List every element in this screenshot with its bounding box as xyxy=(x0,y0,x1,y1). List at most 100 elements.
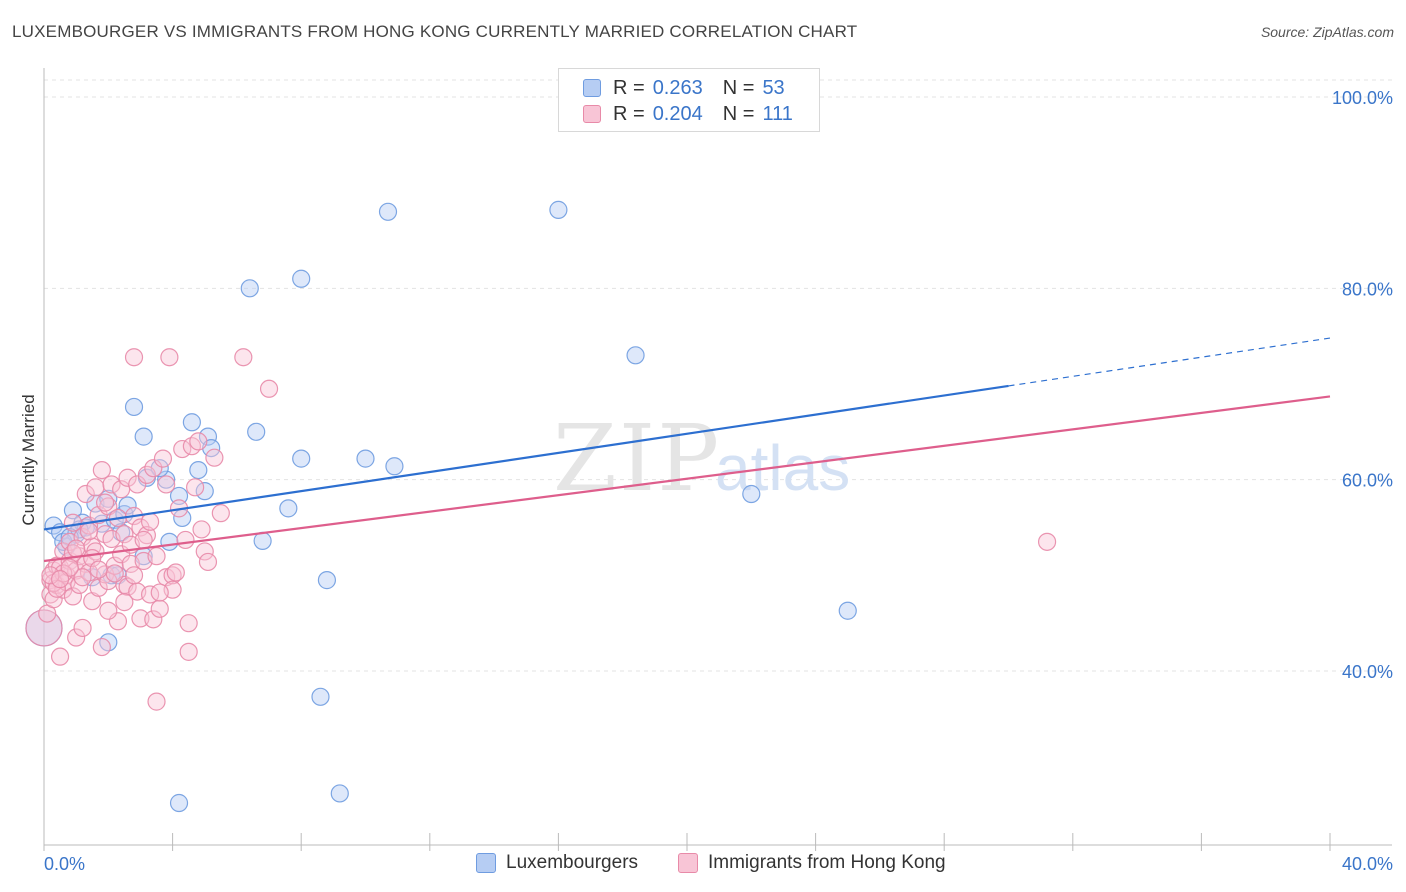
stats-legend-row-luxembourgers: R = 0.263 N = 53 xyxy=(583,76,785,100)
data-point xyxy=(160,348,179,367)
data-point xyxy=(838,601,857,620)
data-point xyxy=(385,457,404,476)
data-point xyxy=(144,459,163,478)
data-point xyxy=(169,486,189,506)
data-point xyxy=(50,647,70,666)
data-point xyxy=(86,478,105,497)
data-point xyxy=(25,609,63,647)
data-point xyxy=(198,427,218,446)
data-point xyxy=(186,478,205,497)
data-point xyxy=(160,532,179,551)
data-point xyxy=(166,563,185,582)
data-point xyxy=(44,590,63,609)
data-point xyxy=(63,513,83,532)
data-point xyxy=(147,547,166,566)
data-point xyxy=(150,583,169,602)
tick-labels: 40.0% 60.0% 80.0% 100.0% 0.0% 40.0% Currently … xyxy=(19,88,1393,874)
data-point xyxy=(150,599,169,618)
data-point xyxy=(182,413,201,432)
data-point xyxy=(118,496,137,515)
data-point xyxy=(115,593,134,612)
data-point xyxy=(189,461,208,480)
trend-line-luxembourgers xyxy=(43,384,1009,531)
r-label: R = xyxy=(613,102,645,125)
stats-legend: R = 0.263 N = 53 R = 0.204 N = 111 xyxy=(558,68,820,132)
y-tick-label: 40.0% xyxy=(1342,662,1393,682)
data-point xyxy=(44,516,63,535)
data-point xyxy=(179,614,198,633)
x-tick-label: 40.0% xyxy=(1342,854,1393,874)
y-tick-label: 100.0% xyxy=(1332,88,1393,108)
legend-item-hong-kong[interactable]: Immigrants from Hong Kong xyxy=(678,852,946,874)
data-point xyxy=(205,448,224,467)
data-point xyxy=(118,468,137,487)
data-point xyxy=(279,499,298,518)
data-point xyxy=(195,542,214,561)
grid-lines xyxy=(44,79,1392,672)
legend-swatch-blue xyxy=(583,79,601,97)
data-point xyxy=(92,637,111,657)
trend-lines xyxy=(43,337,1331,563)
data-point xyxy=(67,628,86,647)
n-value: 111 xyxy=(762,102,793,125)
data-point xyxy=(99,601,118,620)
data-point xyxy=(234,348,253,367)
watermark-zip: ZIP xyxy=(553,405,721,512)
y-axis-label: Currently Married xyxy=(19,394,38,525)
data-point xyxy=(317,571,337,590)
legend-swatch-pink xyxy=(583,105,601,123)
trend-line-hong-kong xyxy=(43,395,1331,563)
data-point xyxy=(192,520,211,539)
data-point xyxy=(102,475,121,494)
data-point xyxy=(211,504,230,523)
data-point xyxy=(292,269,311,288)
data-point xyxy=(742,484,761,504)
n-value: 53 xyxy=(762,76,785,99)
data-point xyxy=(73,618,92,638)
x-tick-label: 0.0% xyxy=(44,854,85,874)
data-point xyxy=(140,512,160,531)
axes xyxy=(43,68,1392,851)
data-point xyxy=(198,552,218,572)
data-point xyxy=(50,570,70,589)
data-point xyxy=(253,531,272,550)
data-point xyxy=(176,530,195,550)
watermark-atlas: atlas xyxy=(715,432,850,504)
series-luxembourgers xyxy=(25,200,857,813)
data-point xyxy=(134,530,153,550)
data-point xyxy=(95,493,115,512)
data-point xyxy=(124,397,144,417)
data-point xyxy=(157,470,176,489)
data-point xyxy=(73,568,92,587)
data-point xyxy=(92,461,111,480)
data-point xyxy=(549,200,568,219)
data-point xyxy=(63,587,83,606)
data-point xyxy=(131,609,150,628)
data-point xyxy=(163,566,182,585)
data-point xyxy=(189,432,208,451)
data-point xyxy=(330,784,349,803)
chart-title: LUXEMBOURGER VS IMMIGRANTS FROM HONG KON… xyxy=(12,22,858,41)
y-tick-label: 80.0% xyxy=(1342,279,1393,299)
legend-item-luxembourgers[interactable]: Luxembourgers xyxy=(476,852,638,874)
data-point xyxy=(157,475,176,494)
data-point xyxy=(63,501,83,520)
series-hong-kong xyxy=(25,348,1057,711)
data-point xyxy=(76,484,95,504)
source-label: Source: ZipAtlas.com xyxy=(1260,24,1394,40)
r-value: 0.204 xyxy=(652,102,703,125)
data-point xyxy=(115,525,134,544)
data-point xyxy=(67,539,86,558)
data-point xyxy=(137,465,156,484)
legend-label: Immigrants from Hong Kong xyxy=(708,852,946,873)
n-label: N = xyxy=(722,76,755,99)
legend-swatch-blue xyxy=(476,853,496,873)
data-point xyxy=(153,449,173,468)
data-point xyxy=(259,379,279,398)
data-point xyxy=(118,577,137,596)
r-value: 0.263 xyxy=(652,76,703,99)
y-tick-label: 60.0% xyxy=(1342,471,1393,491)
data-point xyxy=(79,522,99,541)
